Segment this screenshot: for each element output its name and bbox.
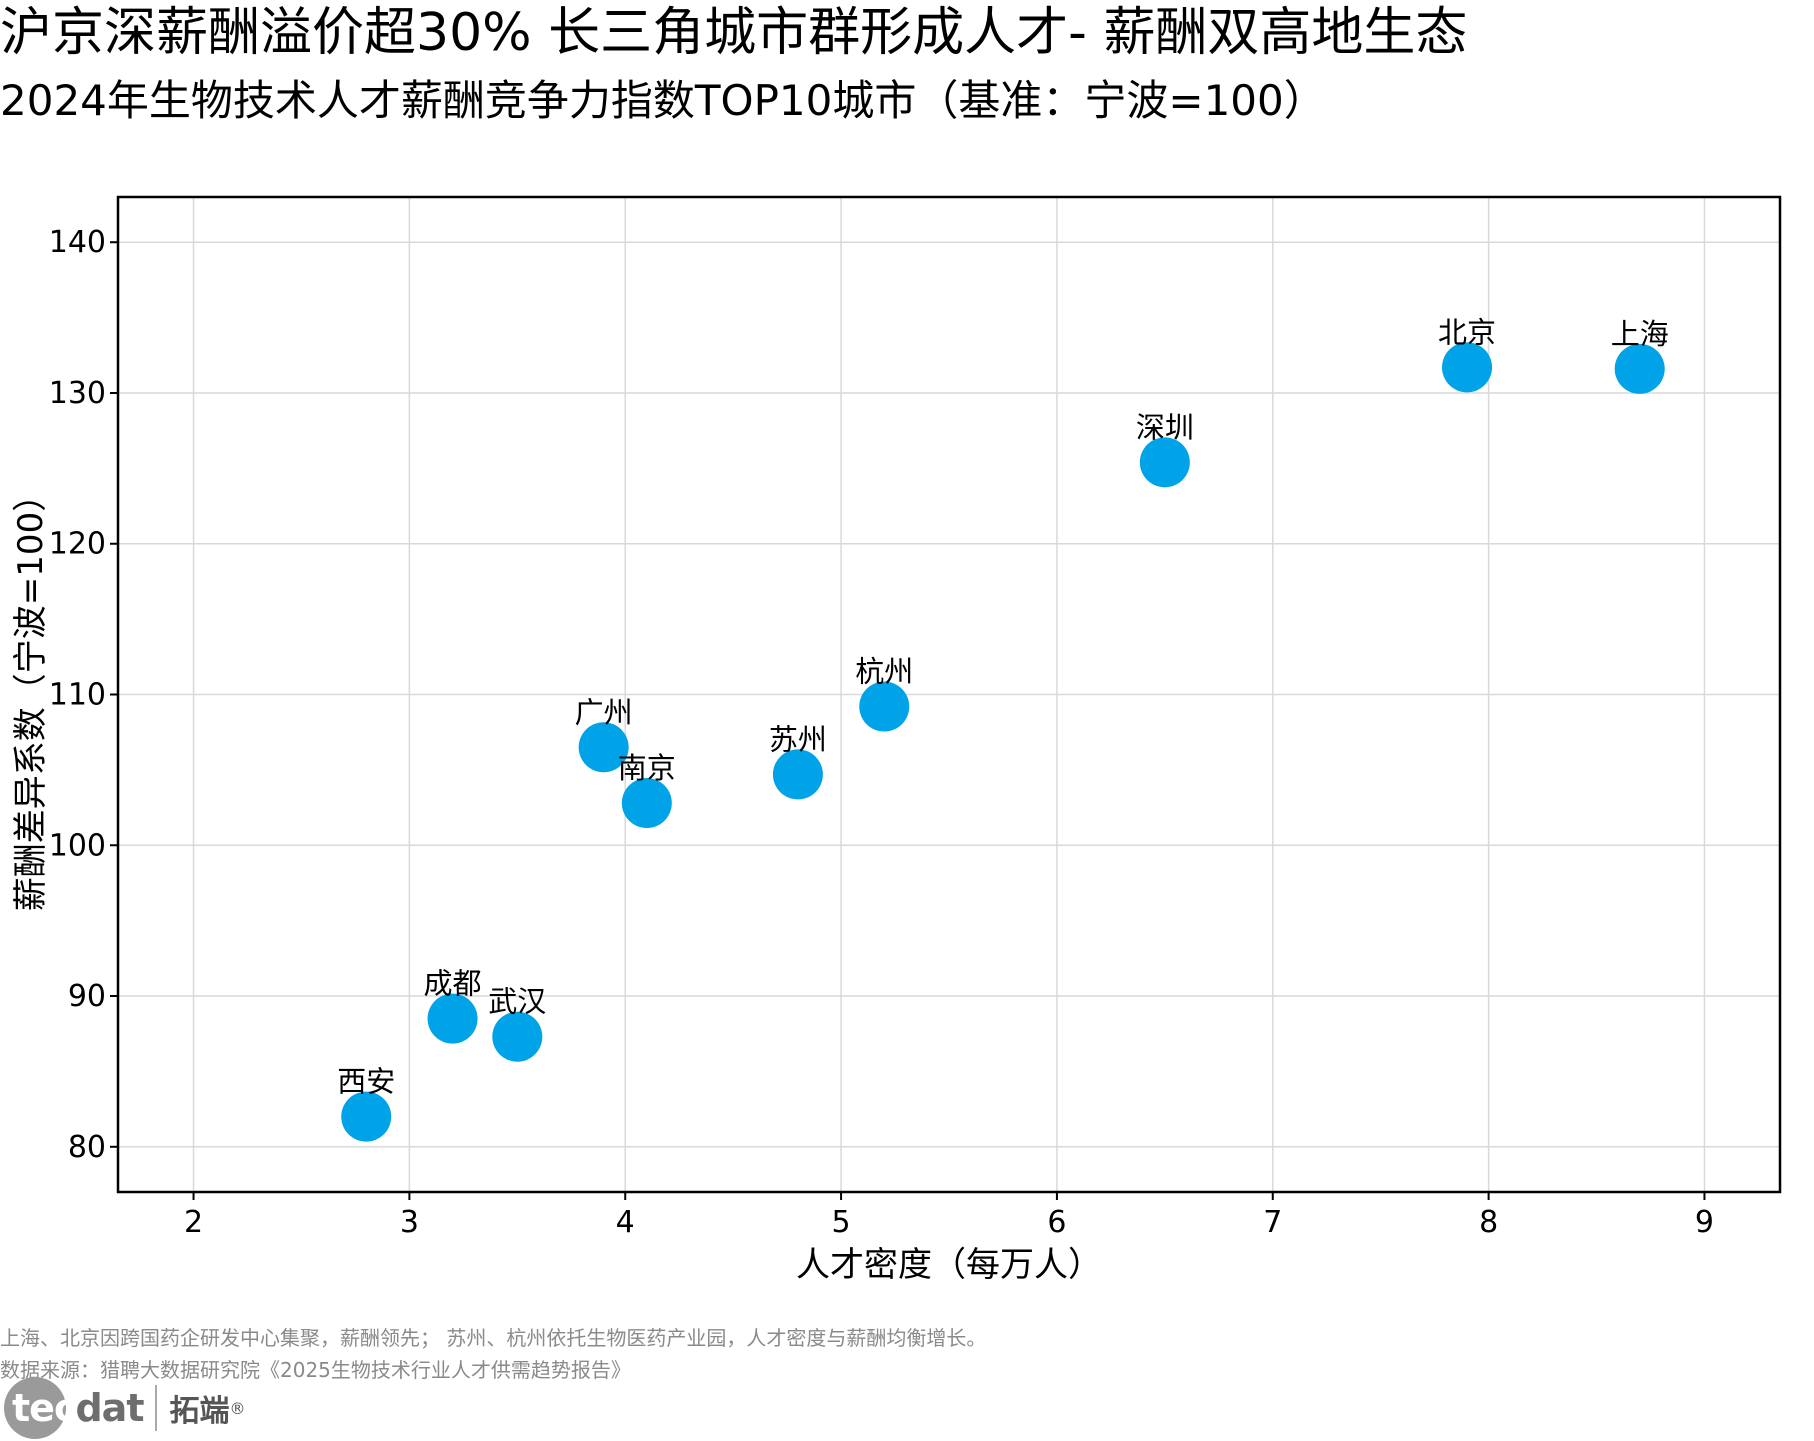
point-label: 深圳 <box>1136 410 1194 444</box>
data-points <box>341 342 1665 1142</box>
point-label: 西安 <box>337 1065 395 1099</box>
x-tick-label: 4 <box>616 1205 635 1240</box>
footnote: 上海、北京因跨国药企研发中心集聚，薪酬领先； 苏州、杭州依托生物医药产业园，人才… <box>0 1326 987 1350</box>
x-tick-label: 7 <box>1263 1205 1282 1240</box>
chart-title: 沪京深薪酬溢价超30% 长三角城市群形成人才- 薪酬双高地生态 <box>0 3 1468 63</box>
data-source: 数据来源：猎聘大数据研究院《2025生物技术行业人才供需趋势报告》 <box>0 1358 631 1382</box>
logo-divider <box>155 1385 158 1431</box>
point-label: 成都 <box>424 967 482 1001</box>
x-tick-label: 3 <box>400 1205 419 1240</box>
data-point <box>621 778 672 829</box>
x-tick-label: 5 <box>832 1205 851 1240</box>
chart-subtitle: 2024年生物技术人才薪酬竞争力指数TOP10城市（基准：宁波=100） <box>0 76 1326 125</box>
point-label: 北京 <box>1438 315 1496 349</box>
grid-lines <box>118 197 1780 1192</box>
point-label: 杭州 <box>855 655 913 689</box>
data-point <box>427 993 478 1044</box>
x-tick-label: 2 <box>184 1205 203 1240</box>
x-axis-title: 人才密度（每万人） <box>796 1245 1102 1285</box>
x-tick-label: 6 <box>1047 1205 1066 1240</box>
point-label: 苏州 <box>769 722 827 756</box>
y-tick-label: 140 <box>49 225 106 260</box>
data-point <box>1442 342 1493 393</box>
data-point <box>859 681 910 732</box>
data-point <box>492 1011 543 1062</box>
y-axis-ticks: 80 90 100 110 120 130 140 <box>49 225 118 1165</box>
logo-chinese: 拓端 <box>169 1394 230 1429</box>
y-tick-label: 80 <box>68 1130 106 1165</box>
data-point <box>1139 437 1190 488</box>
x-tick-label: 8 <box>1479 1205 1498 1240</box>
y-axis-title: 薪酬差异系数（宁波=100） <box>11 478 51 911</box>
data-point <box>341 1091 392 1142</box>
y-tick-label: 110 <box>49 678 106 713</box>
logo-wordmark: tecdat <box>12 1386 144 1430</box>
y-tick-label: 100 <box>49 828 106 863</box>
y-tick-label: 120 <box>49 527 106 562</box>
x-axis-ticks: 2 3 4 5 6 7 8 9 <box>184 1192 1714 1240</box>
tecdat-logo: tecdat 拓端 ® <box>4 1376 245 1440</box>
logo-circle-icon <box>4 1377 66 1439</box>
data-point <box>1614 343 1665 394</box>
point-label: 广州 <box>575 695 633 729</box>
point-label: 武汉 <box>488 985 546 1019</box>
x-tick-label: 9 <box>1695 1205 1714 1240</box>
y-tick-label: 130 <box>49 376 106 411</box>
point-label: 南京 <box>618 751 676 785</box>
data-point <box>772 749 823 800</box>
point-label: 上海 <box>1611 317 1669 351</box>
logo-registered: ® <box>229 1398 246 1418</box>
y-tick-label: 90 <box>68 979 106 1014</box>
data-point <box>578 722 629 773</box>
